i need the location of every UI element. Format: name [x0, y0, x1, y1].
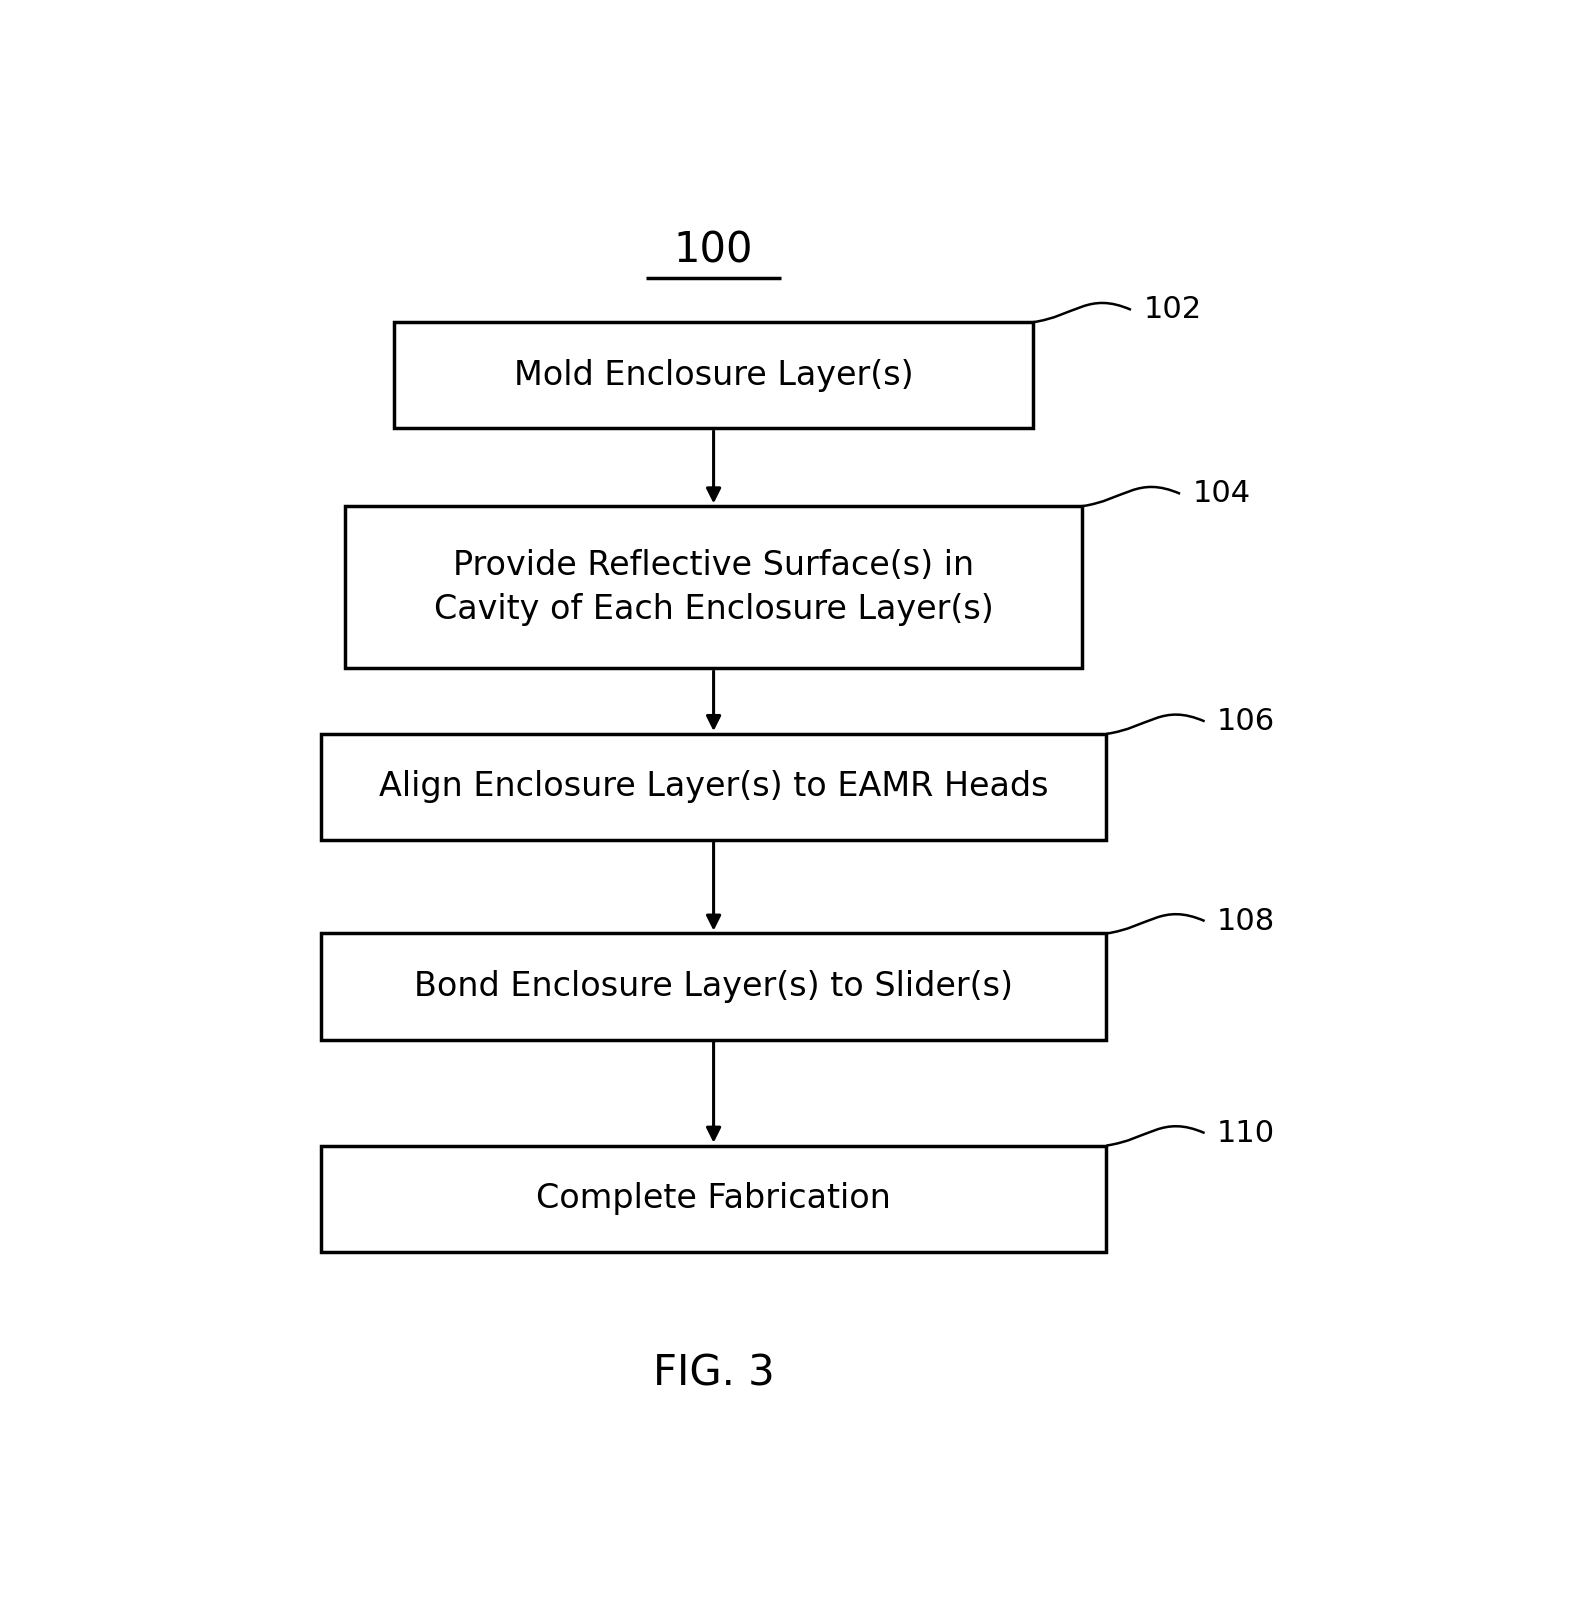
Text: Bond Enclosure Layer(s) to Slider(s): Bond Enclosure Layer(s) to Slider(s) [413, 970, 1014, 1003]
Text: 104: 104 [1193, 480, 1250, 509]
Text: Mold Enclosure Layer(s): Mold Enclosure Layer(s) [513, 358, 914, 392]
Text: FIG. 3: FIG. 3 [653, 1353, 775, 1395]
Bar [320, 933, 1106, 1040]
Text: 108: 108 [1217, 907, 1275, 935]
Text: 106: 106 [1217, 706, 1275, 735]
Bar [394, 322, 1033, 428]
Bar [345, 505, 1082, 669]
Text: 110: 110 [1217, 1118, 1275, 1147]
Text: Complete Fabrication: Complete Fabrication [535, 1183, 892, 1215]
Text: Align Enclosure Layer(s) to EAMR Heads: Align Enclosure Layer(s) to EAMR Heads [379, 771, 1049, 804]
Bar [320, 734, 1106, 839]
Text: 100: 100 [673, 230, 754, 272]
Text: 102: 102 [1144, 295, 1201, 324]
Bar [320, 1145, 1106, 1252]
Text: Provide Reflective Surface(s) in
Cavity of Each Enclosure Layer(s): Provide Reflective Surface(s) in Cavity … [434, 549, 993, 625]
